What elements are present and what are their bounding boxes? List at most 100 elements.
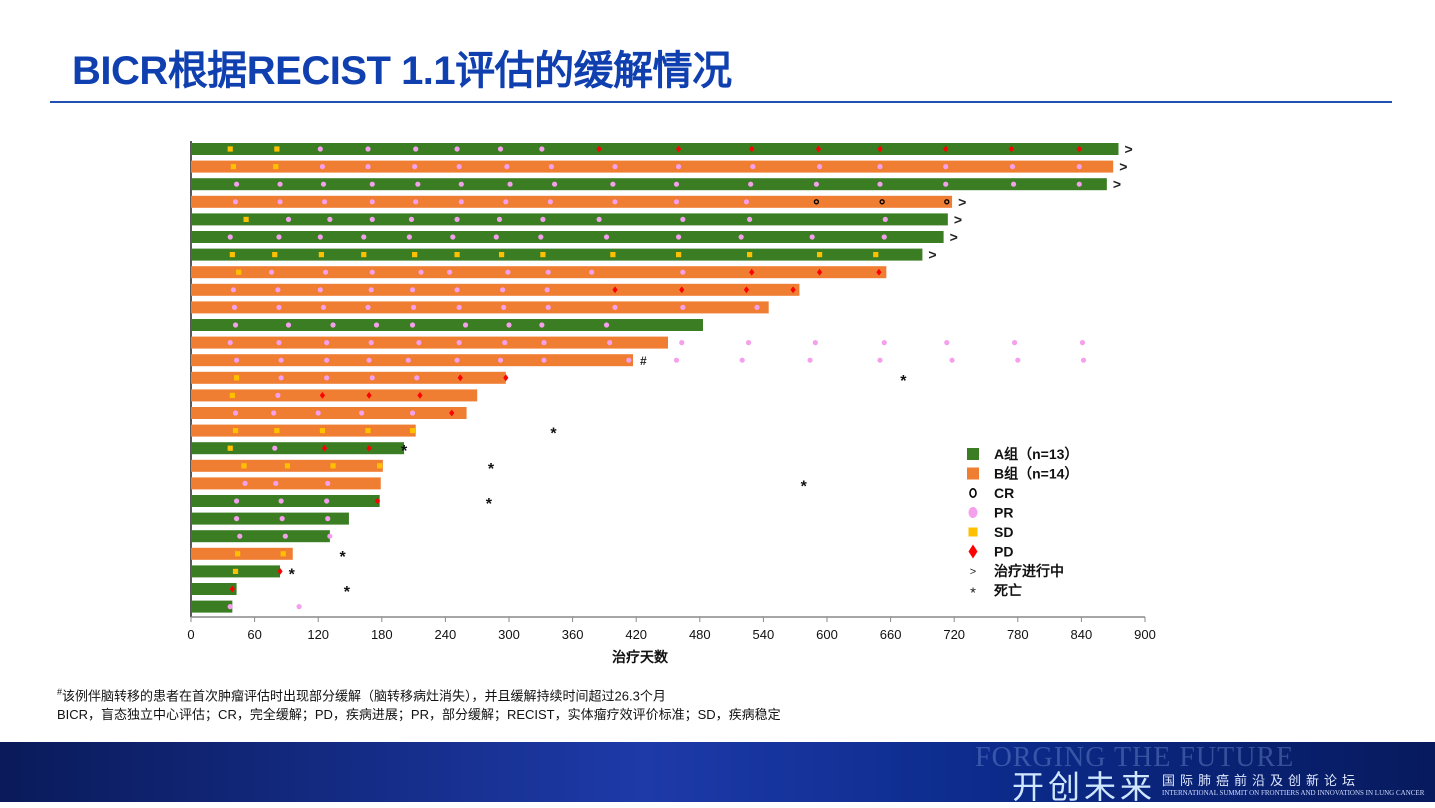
pr-marker [272, 445, 278, 451]
sd-marker [319, 428, 326, 434]
pr-marker [456, 340, 462, 346]
sd-marker [274, 146, 280, 152]
legend-pr-icon [968, 507, 978, 518]
pr-marker [551, 181, 558, 187]
legend-swatch-a [967, 448, 979, 460]
pr-marker [321, 199, 328, 205]
pr-marker [680, 304, 686, 310]
pr-marker [276, 340, 282, 346]
pr-marker [680, 216, 686, 222]
footer-banner: FORGING THE FUTURE 开创未来 国际肺癌前沿及创新论坛 INTE… [0, 742, 1435, 806]
pr-marker [365, 164, 371, 170]
pr-marker [676, 234, 682, 240]
pr-marker [809, 234, 815, 240]
legend-label-pd: PD [994, 544, 1013, 560]
pr-marker [327, 216, 333, 222]
cr-marker [944, 199, 950, 205]
pr-marker [943, 181, 949, 187]
pd-marker [449, 409, 455, 417]
sd-marker [273, 164, 279, 170]
pr-marker [680, 269, 686, 275]
pr-marker [227, 234, 233, 240]
pr-marker [320, 181, 327, 187]
pr-marker [612, 304, 618, 310]
pr-marker [409, 322, 416, 328]
pr-marker [415, 181, 421, 187]
pr-marker [454, 287, 460, 293]
footer-subtitle-en: INTERNATIONAL SUMMIT ON FRONTIERS AND IN… [1162, 789, 1425, 797]
sd-marker [235, 551, 241, 557]
pr-marker [881, 234, 887, 240]
pr-marker [413, 146, 419, 152]
pd-marker [790, 286, 796, 294]
pr-marker [540, 216, 546, 222]
pr-marker [277, 181, 283, 187]
sd-marker [318, 252, 324, 258]
patient-bar-a [191, 248, 923, 261]
x-tick-label: 660 [880, 627, 902, 642]
sd-marker [232, 428, 239, 434]
legend-label-b: B组（n=14） [994, 466, 1078, 482]
pr-marker [673, 181, 680, 187]
pr-marker [324, 340, 330, 346]
x-tick-label: 300 [498, 627, 520, 642]
ongoing-marker: > [928, 247, 936, 263]
legend-label-ongoing: 治疗进行中 [994, 563, 1064, 579]
pr-marker [319, 164, 326, 170]
pr-marker [673, 357, 680, 363]
page-title: BICR根据RECIST 1.1评估的缓解情况 [72, 49, 732, 93]
patient-bar-b [191, 160, 1114, 173]
footnote-1: #该例伴脑转移的患者在首次肿瘤评估时出现部分缓解（脑转移病灶消失），并且缓解持续… [57, 683, 781, 705]
sd-marker [232, 568, 239, 574]
legend-label-cr: CR [994, 485, 1014, 501]
pr-marker [1009, 164, 1016, 170]
footer-subtitle: 国际肺癌前沿及创新论坛 [1162, 773, 1361, 788]
pr-marker [596, 216, 602, 222]
pr-marker [233, 181, 240, 187]
pr-marker [232, 410, 239, 416]
footnote-1-text: 该例伴脑转移的患者在首次肿瘤评估时出现部分缓解（脑转移病灶消失），并且缓解持续时… [62, 688, 666, 704]
pr-marker [271, 410, 277, 416]
pr-marker [877, 357, 883, 363]
pr-marker [745, 340, 752, 346]
pr-marker [504, 164, 510, 170]
x-axis-title: 治疗天数 [612, 649, 669, 665]
pd-marker [612, 286, 618, 294]
legend-ongoing-icon: > [970, 566, 976, 578]
pd-marker [679, 286, 685, 294]
legend-label-sd: SD [994, 524, 1013, 540]
pr-marker [324, 498, 330, 504]
patient-bar-b [191, 477, 381, 490]
pr-marker [317, 234, 323, 240]
legend-label-pr: PR [994, 505, 1013, 521]
patient-bar-a [191, 442, 405, 455]
pr-marker [603, 322, 610, 328]
legend-sd-icon [968, 527, 978, 537]
pr-marker [279, 516, 285, 522]
ongoing-marker: > [1119, 159, 1127, 175]
patient-bar-b [191, 301, 769, 314]
sd-marker [227, 146, 233, 152]
pr-marker [233, 516, 240, 522]
patient-bar-b [191, 195, 953, 208]
death-marker: * [550, 426, 557, 443]
x-tick-label: 840 [1071, 627, 1093, 642]
legend-death-icon: * [970, 585, 976, 602]
patient-bar-a [191, 512, 349, 525]
patient-bar-b [191, 547, 293, 560]
sd-marker [365, 428, 371, 434]
pr-marker [812, 340, 818, 346]
death-marker: * [339, 549, 346, 566]
pr-marker [285, 322, 292, 328]
pr-marker [365, 146, 371, 152]
pr-marker [743, 199, 750, 205]
patient-bar-a [191, 600, 233, 613]
pr-marker [369, 216, 375, 222]
patient-bar-b [191, 354, 634, 367]
pr-marker [1076, 164, 1082, 170]
pr-marker [282, 533, 288, 539]
x-tick-label: 360 [562, 627, 584, 642]
pr-marker [458, 181, 464, 187]
pr-marker [882, 216, 888, 222]
legend-label-death: 死亡 [993, 583, 1022, 599]
